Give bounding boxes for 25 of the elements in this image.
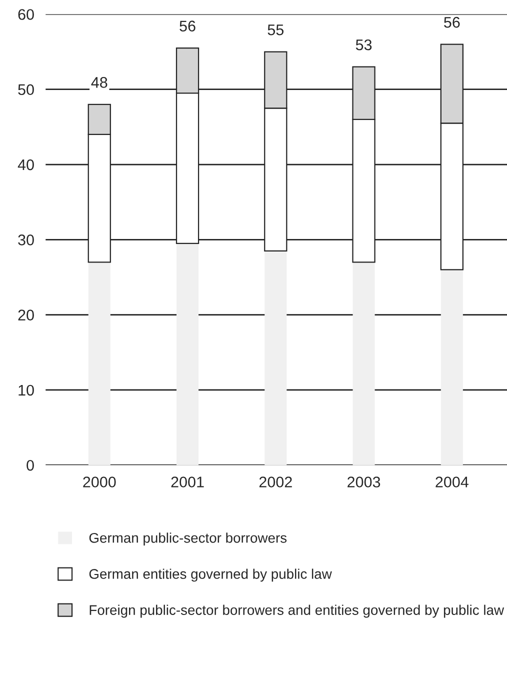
bar (176, 243, 199, 466)
y-tick-label: 40 (18, 159, 34, 170)
total-label: 56 (180, 20, 196, 32)
y-tick-label: 20 (18, 310, 34, 320)
y-tick-label: 60 (18, 9, 34, 20)
legend-label: Foreign public-sector borrowers and entities governed by public law (90, 604, 504, 618)
legend-label: German public-sector borrowers (89, 532, 287, 546)
bar (88, 262, 110, 466)
bar (352, 262, 375, 466)
total-label: 53 (356, 39, 372, 50)
total-label: 48 (91, 77, 108, 88)
x-tick-label: 2000 (83, 476, 116, 488)
y-tick-label: 10 (18, 384, 34, 396)
bar (440, 270, 463, 466)
total-label: 56 (444, 16, 460, 28)
legend-label: German entities governed by public law (89, 568, 332, 582)
x-tick-label: 2003 (348, 476, 380, 488)
total-label: 55 (268, 24, 284, 36)
x-tick-label: 2001 (171, 476, 204, 488)
bar (264, 250, 287, 466)
y-tick-label: 0 (26, 460, 34, 471)
x-tick-label: 2002 (259, 476, 292, 488)
y-tick-label: 50 (18, 84, 34, 96)
x-tick-label: 2004 (436, 476, 468, 488)
y-tick-label: 30 (18, 234, 34, 246)
